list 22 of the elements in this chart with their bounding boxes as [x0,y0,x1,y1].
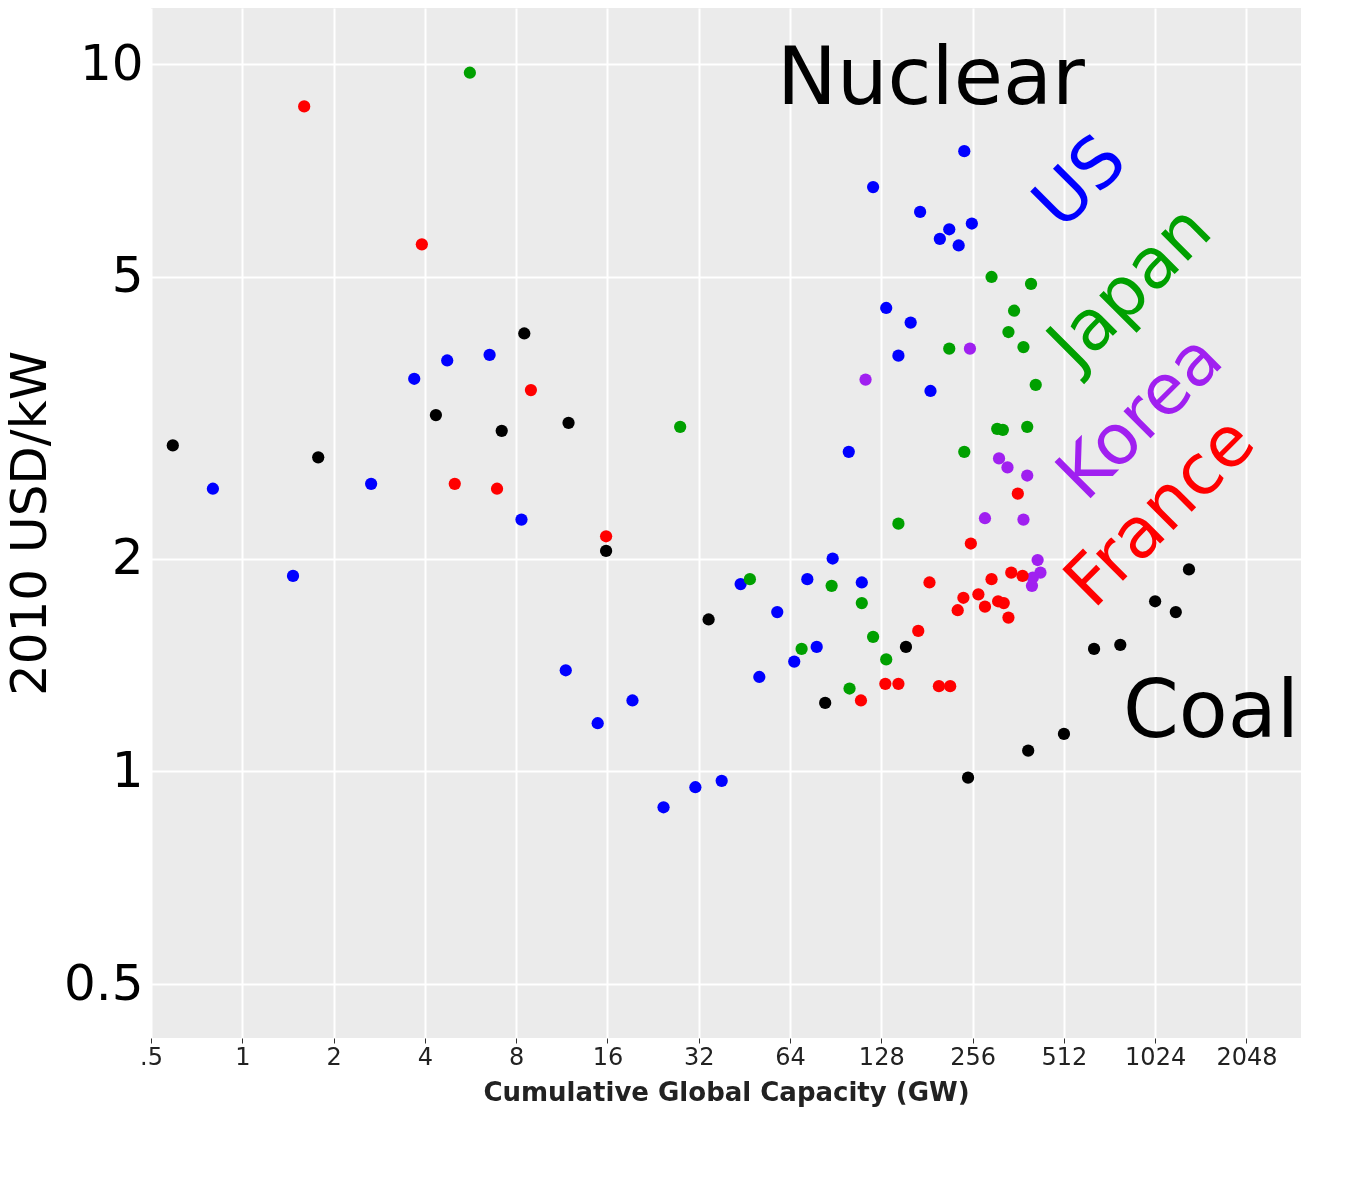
y-tick-label: 5 [111,246,144,305]
y-tick-label: 1 [111,740,144,799]
x-tick-label: 32 [683,1042,715,1071]
x-tick-label: 2048 [1216,1042,1278,1071]
x-tick-label: 1 [235,1042,251,1071]
x-axis-title: Cumulative Global Capacity (GW) [483,1076,970,1107]
y-tick-label: 10 [79,33,144,92]
annotation: Nuclear [777,30,1086,123]
x-tick-label: 4 [417,1042,433,1071]
x-tick-label: 8 [509,1042,525,1071]
x-tick-label: .5 [140,1042,163,1071]
x-tick-label: 256 [950,1042,996,1071]
x-tick-label: 2 [326,1042,342,1071]
x-tick-label: 512 [1041,1042,1088,1071]
y-tick-label: 2 [111,528,144,586]
x-tick-label: 64 [775,1042,806,1071]
x-tick-label: 128 [858,1042,905,1071]
y-axis-title: 2010 USD/kW [0,350,58,697]
x-tick-label: 16 [592,1042,624,1071]
y-tick-label: 0.5 [63,953,144,1012]
x-tick-label: 1024 [1125,1042,1187,1071]
series-label: Coal [1122,663,1300,756]
